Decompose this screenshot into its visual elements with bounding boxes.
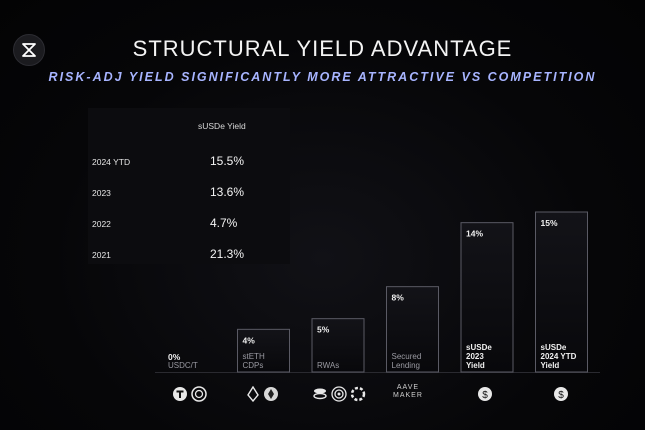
bar — [535, 211, 588, 373]
ethena-logo-icon — [13, 34, 45, 66]
bar-category-label: Lending — [392, 361, 420, 370]
bar-category-label: stETH — [243, 352, 265, 361]
bar — [237, 328, 290, 373]
centrifuge-icon — [331, 386, 347, 402]
table-row-year: 2022 — [92, 219, 111, 229]
maple-icon — [350, 386, 366, 402]
table-row-value: 4.7% — [210, 216, 238, 230]
table-row: 2024 YTD 15.5% — [88, 152, 290, 172]
bar — [386, 286, 439, 373]
table-row-year: 2023 — [92, 188, 111, 198]
table-column-header: sUSDe Yield — [198, 121, 246, 131]
bar-category-label: Secured — [392, 352, 422, 361]
maker-label: MAKER — [393, 392, 423, 399]
bar-category-label: 2023 — [466, 352, 484, 361]
bar-value-label: 4% — [243, 335, 256, 345]
table-row: 2022 4.7% — [88, 214, 290, 234]
ethereum-icon — [264, 387, 278, 401]
bar-value-label: 0% — [168, 352, 181, 362]
table-row: 2021 21.3% — [88, 245, 290, 265]
bar-category-label: Yield — [541, 361, 560, 370]
susde-icon: $ — [478, 387, 492, 401]
bar-category-label: sUSDe — [466, 343, 492, 352]
svg-text:$: $ — [482, 390, 488, 401]
icon-group-steth — [246, 384, 279, 404]
susde-icon: $ — [554, 387, 568, 401]
usdc-icon — [191, 386, 207, 402]
bar-value-label: 8% — [392, 293, 405, 303]
table-row: 2023 13.6% — [88, 183, 290, 203]
page-title: STRUCTURAL YIELD ADVANTAGE — [132, 36, 513, 61]
bar-category-label: CDPs — [243, 361, 264, 370]
bar-category-label: USDC/T — [168, 361, 198, 370]
bar-category-label: 2024 YTD — [541, 352, 577, 361]
page-subtitle: RISK-ADJ YIELD SIGNIFICANTLY MORE ATTRAC… — [48, 70, 597, 84]
table-row-value: 13.6% — [210, 185, 245, 199]
bar-category-label: sUSDe — [541, 343, 567, 352]
bar-value-label: 14% — [466, 229, 483, 239]
table-row-value: 21.3% — [210, 247, 245, 261]
table-row-value: 15.5% — [210, 154, 245, 168]
bar-value-label: 15% — [541, 218, 558, 228]
bar — [311, 318, 365, 373]
bar-category-label: RWAs — [317, 361, 339, 370]
aave-label: AAVE — [396, 384, 420, 391]
ondo-icon — [313, 388, 327, 400]
yield-table: sUSDe Yield 2024 YTD 15.5% 2023 13.6% 20… — [88, 108, 290, 264]
icon-group-susde-2024: $ — [553, 384, 569, 404]
table-row-year: 2024 YTD — [92, 157, 131, 167]
tether-icon — [173, 387, 187, 401]
lido-icon — [247, 386, 259, 402]
svg-text:$: $ — [558, 390, 564, 401]
bar — [460, 222, 514, 373]
icon-group-usdc-t — [172, 384, 207, 404]
bar-category-label: Yield — [466, 361, 485, 370]
bar-value-label: 5% — [317, 325, 330, 335]
icon-group-secured-lending: AAVE MAKER — [393, 384, 423, 404]
table-row-year: 2021 — [92, 250, 111, 260]
protocol-icons-row: AAVE MAKER $ $ — [0, 384, 645, 404]
icon-group-susde-2023: $ — [477, 384, 493, 404]
icon-group-rwas — [312, 384, 366, 404]
aave-maker-icon: AAVE MAKER — [393, 384, 423, 400]
